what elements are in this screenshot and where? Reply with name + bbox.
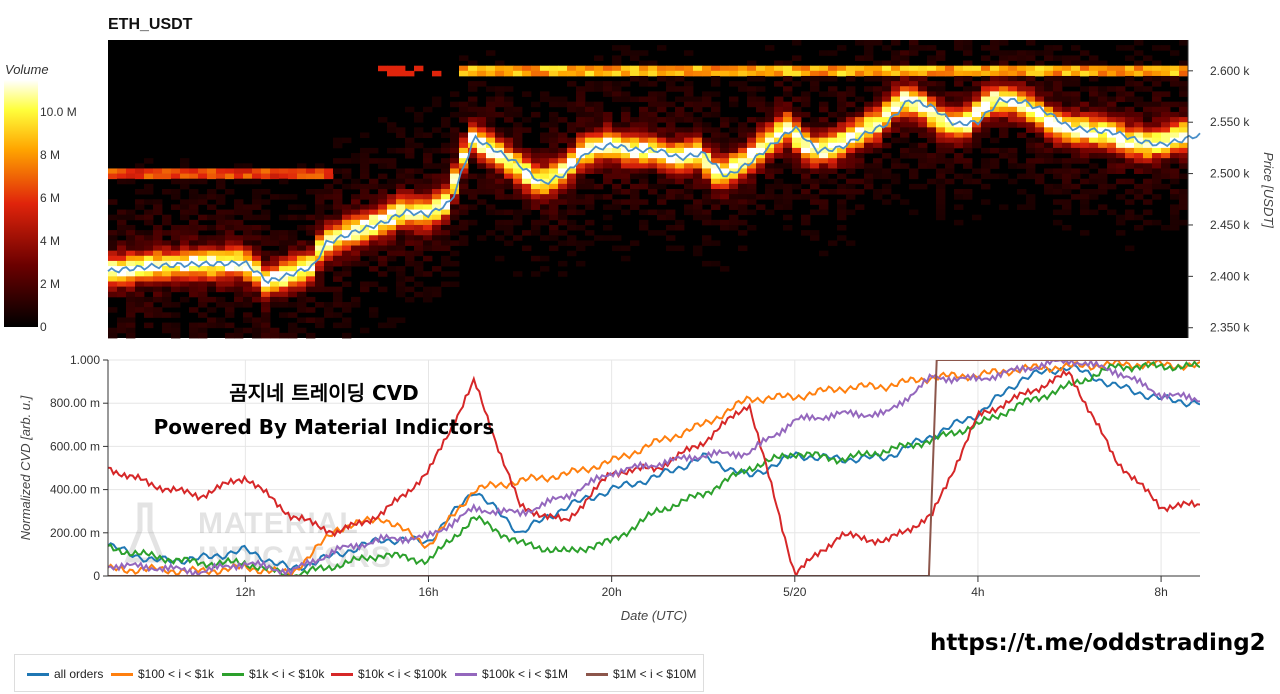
cvd-axes: 0 200.00 m 400.00 m 600.00 m 800.00 m 1.000 12…: [50, 353, 1200, 599]
orderbook-heatmap: [108, 40, 1189, 339]
colorbar-ticks: 0 2 M 4 M 6 M 8 M 10.0 M: [40, 105, 77, 334]
overlay-title: 곰지네 트레이딩 CVD: [229, 381, 418, 405]
legend-swatch: [455, 672, 477, 676]
legend-swatch: [222, 672, 244, 676]
watermark-text-1: MATERIAL: [198, 507, 359, 540]
cvd-y-tick-label: 200.00 m: [50, 526, 100, 540]
cvd-y-tick-label: 1.000: [70, 353, 100, 367]
colorbar-tick-label: 10.0 M: [40, 105, 77, 119]
cvd-x-tick-label: 5/20: [783, 585, 807, 599]
legend-label: $100 < i < $1k: [138, 667, 215, 681]
cvd-y-tick-label: 600.00 m: [50, 439, 100, 453]
cvd-x-tick-label: 12h: [235, 585, 255, 599]
legend-label: $1M < i < $10M: [613, 667, 697, 681]
colorbar-tick-label: 4 M: [40, 234, 60, 248]
legend-item[interactable]: $1k < i < $10k: [222, 655, 324, 693]
cvd-series-line: [108, 360, 1200, 576]
legend-swatch: [111, 672, 133, 676]
colorbar-tick-label: 2 M: [40, 277, 60, 291]
colorbar-tick-label: 0: [40, 320, 47, 334]
legend-label: $1k < i < $10k: [249, 667, 325, 681]
cvd-y-tick-label: 800.00 m: [50, 396, 100, 410]
price-tick-label: 2.550 k: [1210, 115, 1250, 129]
cvd-y-axis-label: Normalized CVD [arb. u.]: [18, 395, 33, 540]
cvd-x-tick-label: 4h: [971, 585, 984, 599]
cvd-x-tick-label: 20h: [602, 585, 622, 599]
colorbar-label: Volume: [5, 62, 49, 77]
colorbar-tick-label: 8 M: [40, 148, 60, 162]
legend-label: $10k < i < $100k: [358, 667, 447, 681]
legend: all orders $100 < i < $1k $1k < i < $10k $1…: [14, 654, 704, 692]
price-tick-label: 2.500 k: [1210, 167, 1250, 181]
legend-swatch: [27, 672, 49, 676]
cvd-x-tick-label: 16h: [418, 585, 438, 599]
colorbar-tick-label: 6 M: [40, 191, 60, 205]
legend-item[interactable]: all orders: [27, 655, 103, 693]
cvd-x-tick-label: 8h: [1154, 585, 1167, 599]
legend-label: $100k < i < $1M: [482, 667, 569, 681]
legend-swatch: [586, 672, 608, 676]
legend-item[interactable]: $10k < i < $100k: [331, 655, 447, 693]
cvd-y-tick-label: 0: [93, 569, 100, 583]
cvd-series-line: [108, 363, 1200, 572]
overlay-subtitle: Powered By Material Indictors: [154, 415, 495, 439]
price-tick-label: 2.600 k: [1210, 64, 1250, 78]
price-tick-label: 2.350 k: [1210, 321, 1250, 335]
legend-swatch: [331, 672, 353, 676]
telegram-link[interactable]: https://t.me/oddstrading2: [930, 630, 1266, 656]
chart-title: ETH_USDT: [108, 16, 193, 33]
price-tick-label: 2.400 k: [1210, 269, 1250, 283]
price-axis-label: Price [USDT]: [1261, 152, 1276, 228]
price-line: [107, 96, 1201, 285]
legend-item[interactable]: $100k < i < $1M: [455, 655, 568, 693]
cvd-x-axis-label: Date (UTC): [621, 608, 687, 623]
cvd-series-line: [108, 369, 1200, 576]
legend-item[interactable]: $100 < i < $1k: [111, 655, 214, 693]
cvd-series-line: [108, 360, 1200, 576]
price-axis-ticks: 2.350 k 2.400 k 2.450 k 2.500 k 2.550 k 2.600…: [1188, 64, 1250, 335]
colorbar: [4, 80, 38, 327]
cvd-y-tick-label: 400.00 m: [50, 483, 100, 497]
legend-label: all orders: [54, 667, 104, 681]
price-tick-label: 2.450 k: [1210, 218, 1250, 232]
legend-item[interactable]: $1M < i < $10M: [586, 655, 696, 693]
